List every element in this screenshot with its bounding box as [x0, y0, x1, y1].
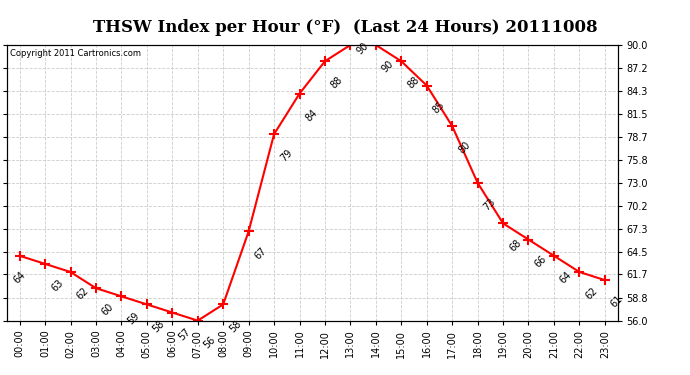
Text: 57: 57	[177, 326, 193, 342]
Text: 84: 84	[304, 108, 319, 123]
Text: 56: 56	[202, 334, 218, 350]
Text: 67: 67	[253, 245, 268, 261]
Text: 85: 85	[431, 99, 446, 115]
Text: 62: 62	[584, 286, 600, 302]
Text: 58: 58	[151, 318, 167, 334]
Text: 68: 68	[507, 237, 523, 253]
Text: 66: 66	[533, 254, 549, 269]
Text: 90: 90	[380, 59, 396, 75]
Text: 58: 58	[227, 318, 243, 334]
Text: 90: 90	[355, 41, 371, 57]
Text: 88: 88	[329, 75, 345, 91]
Text: 73: 73	[482, 197, 497, 213]
Text: 62: 62	[75, 286, 90, 302]
Text: 80: 80	[456, 140, 472, 156]
Text: 60: 60	[100, 302, 116, 318]
Text: 61: 61	[609, 294, 624, 310]
Text: 64: 64	[11, 270, 27, 285]
Text: THSW Index per Hour (°F)  (Last 24 Hours) 20111008: THSW Index per Hour (°F) (Last 24 Hours)…	[92, 19, 598, 36]
Text: 63: 63	[49, 278, 65, 294]
Text: 79: 79	[278, 148, 294, 164]
Text: 88: 88	[406, 75, 421, 91]
Text: 59: 59	[126, 310, 141, 326]
Text: 64: 64	[558, 270, 574, 285]
Text: Copyright 2011 Cartronics.com: Copyright 2011 Cartronics.com	[10, 49, 141, 58]
